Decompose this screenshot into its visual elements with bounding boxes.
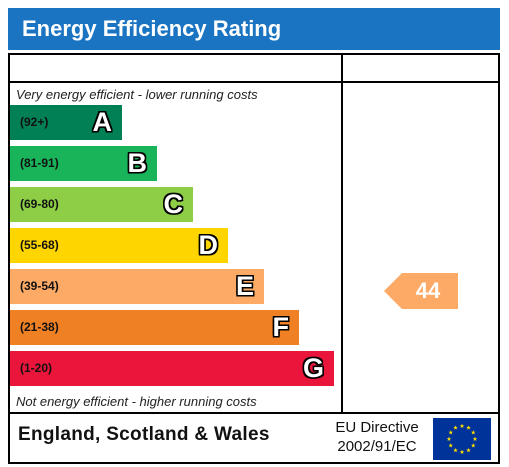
star-icon	[472, 436, 478, 441]
band-letter: A	[92, 107, 113, 137]
band-range: (69-80)	[20, 197, 59, 211]
directive-line-1: EU Directive	[335, 419, 419, 436]
region-label: England, Scotland & Wales	[18, 424, 270, 445]
band-e: (39-54) E	[10, 269, 264, 304]
star-icon	[459, 423, 465, 428]
directive-line-2: 2002/91/EC	[337, 438, 417, 455]
star-icon	[466, 447, 471, 453]
top-note: Very energy efficient - lower running co…	[16, 87, 258, 102]
band-range: (92+)	[20, 115, 49, 129]
column-divider	[341, 53, 343, 414]
band-letter: E	[235, 271, 254, 301]
star-icon	[448, 443, 454, 448]
band-a: (92+) A	[10, 105, 122, 140]
page-title: Energy Efficiency Rating	[8, 8, 500, 50]
star-icon	[470, 443, 476, 448]
band-f: (21-38) F	[10, 310, 299, 345]
band-range: (55-68)	[20, 238, 59, 252]
footer-divider	[8, 412, 500, 414]
star-icon	[453, 447, 458, 453]
band-g: (1-20) G	[10, 351, 334, 386]
band-range: (21-38)	[20, 320, 59, 334]
current-rating-arrow	[384, 273, 458, 309]
eu-directive: EU Directive 2002/91/EC	[325, 418, 429, 456]
band-b: (81-91) B	[10, 146, 157, 181]
band-range: (81-91)	[20, 156, 59, 170]
band-letter: B	[127, 148, 148, 178]
star-icon	[446, 436, 452, 441]
star-icon	[470, 430, 476, 435]
band-range: (1-20)	[20, 361, 53, 375]
current-rating-value: 44	[415, 278, 441, 303]
band-range: (39-54)	[20, 279, 59, 293]
band-letter: D	[198, 230, 219, 260]
band-letter: C	[163, 189, 184, 219]
band-c: (69-80) C	[10, 187, 193, 222]
star-icon	[453, 425, 458, 430]
eu-flag-icon	[433, 418, 491, 460]
rating-table	[8, 53, 500, 464]
star-icon	[466, 425, 471, 430]
star-icon	[459, 449, 465, 454]
band-d: (55-68) D	[10, 228, 228, 263]
band-letter: F	[272, 312, 290, 342]
band-letter: G	[302, 353, 324, 383]
star-icon	[448, 430, 454, 435]
header-divider	[8, 81, 500, 83]
bottom-note: Not energy efficient - higher running co…	[16, 394, 257, 409]
